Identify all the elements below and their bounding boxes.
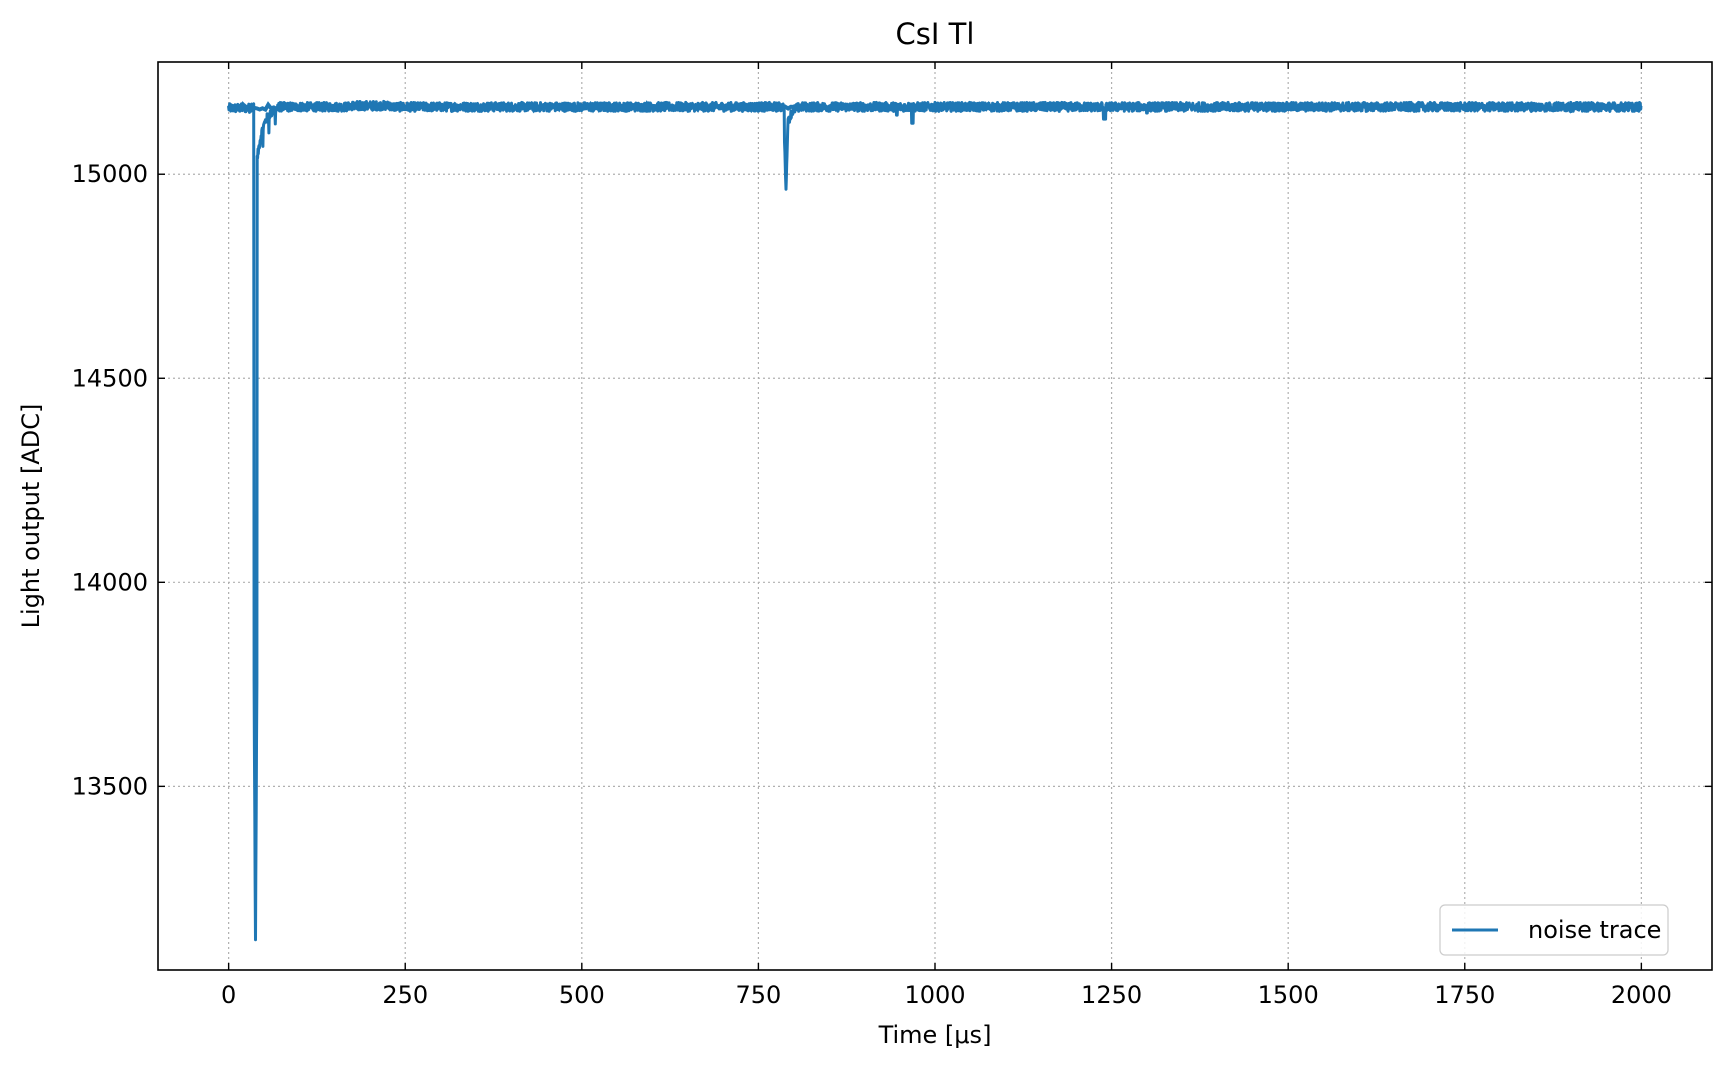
x-tick-label: 250 — [382, 981, 428, 1009]
ticks: 0 250 500 750 1000 1250 1500 1750 2000 13500 14000… — [72, 62, 1712, 1009]
x-tick-label: 1750 — [1434, 981, 1495, 1009]
x-tick-label: 1250 — [1081, 981, 1142, 1009]
legend: noise trace — [1439, 904, 1669, 956]
x-tick-label: 1500 — [1258, 981, 1319, 1009]
legend-label-noise-trace: noise trace — [1528, 916, 1661, 944]
x-tick-label: 2000 — [1611, 981, 1672, 1009]
chart-title: CsI Tl — [896, 17, 975, 51]
x-tick-label: 0 — [221, 981, 236, 1009]
y-tick-label: 14500 — [72, 364, 148, 392]
y-tick-label: 13500 — [72, 772, 148, 800]
y-tick-label: 14000 — [72, 568, 148, 596]
grid — [158, 62, 1712, 970]
x-tick-label: 1000 — [904, 981, 965, 1009]
x-tick-label: 500 — [559, 981, 605, 1009]
y-tick-label: 15000 — [72, 160, 148, 188]
legend-box — [1439, 904, 1669, 956]
y-axis-title: Light output [ADC] — [17, 404, 45, 629]
x-axis-title: Time [μs] — [878, 1021, 992, 1049]
plot-lines — [226, 99, 1643, 942]
series-band-noise-trace — [226, 100, 1642, 114]
x-tick-label: 750 — [736, 981, 782, 1009]
plot-frame — [157, 61, 1713, 971]
